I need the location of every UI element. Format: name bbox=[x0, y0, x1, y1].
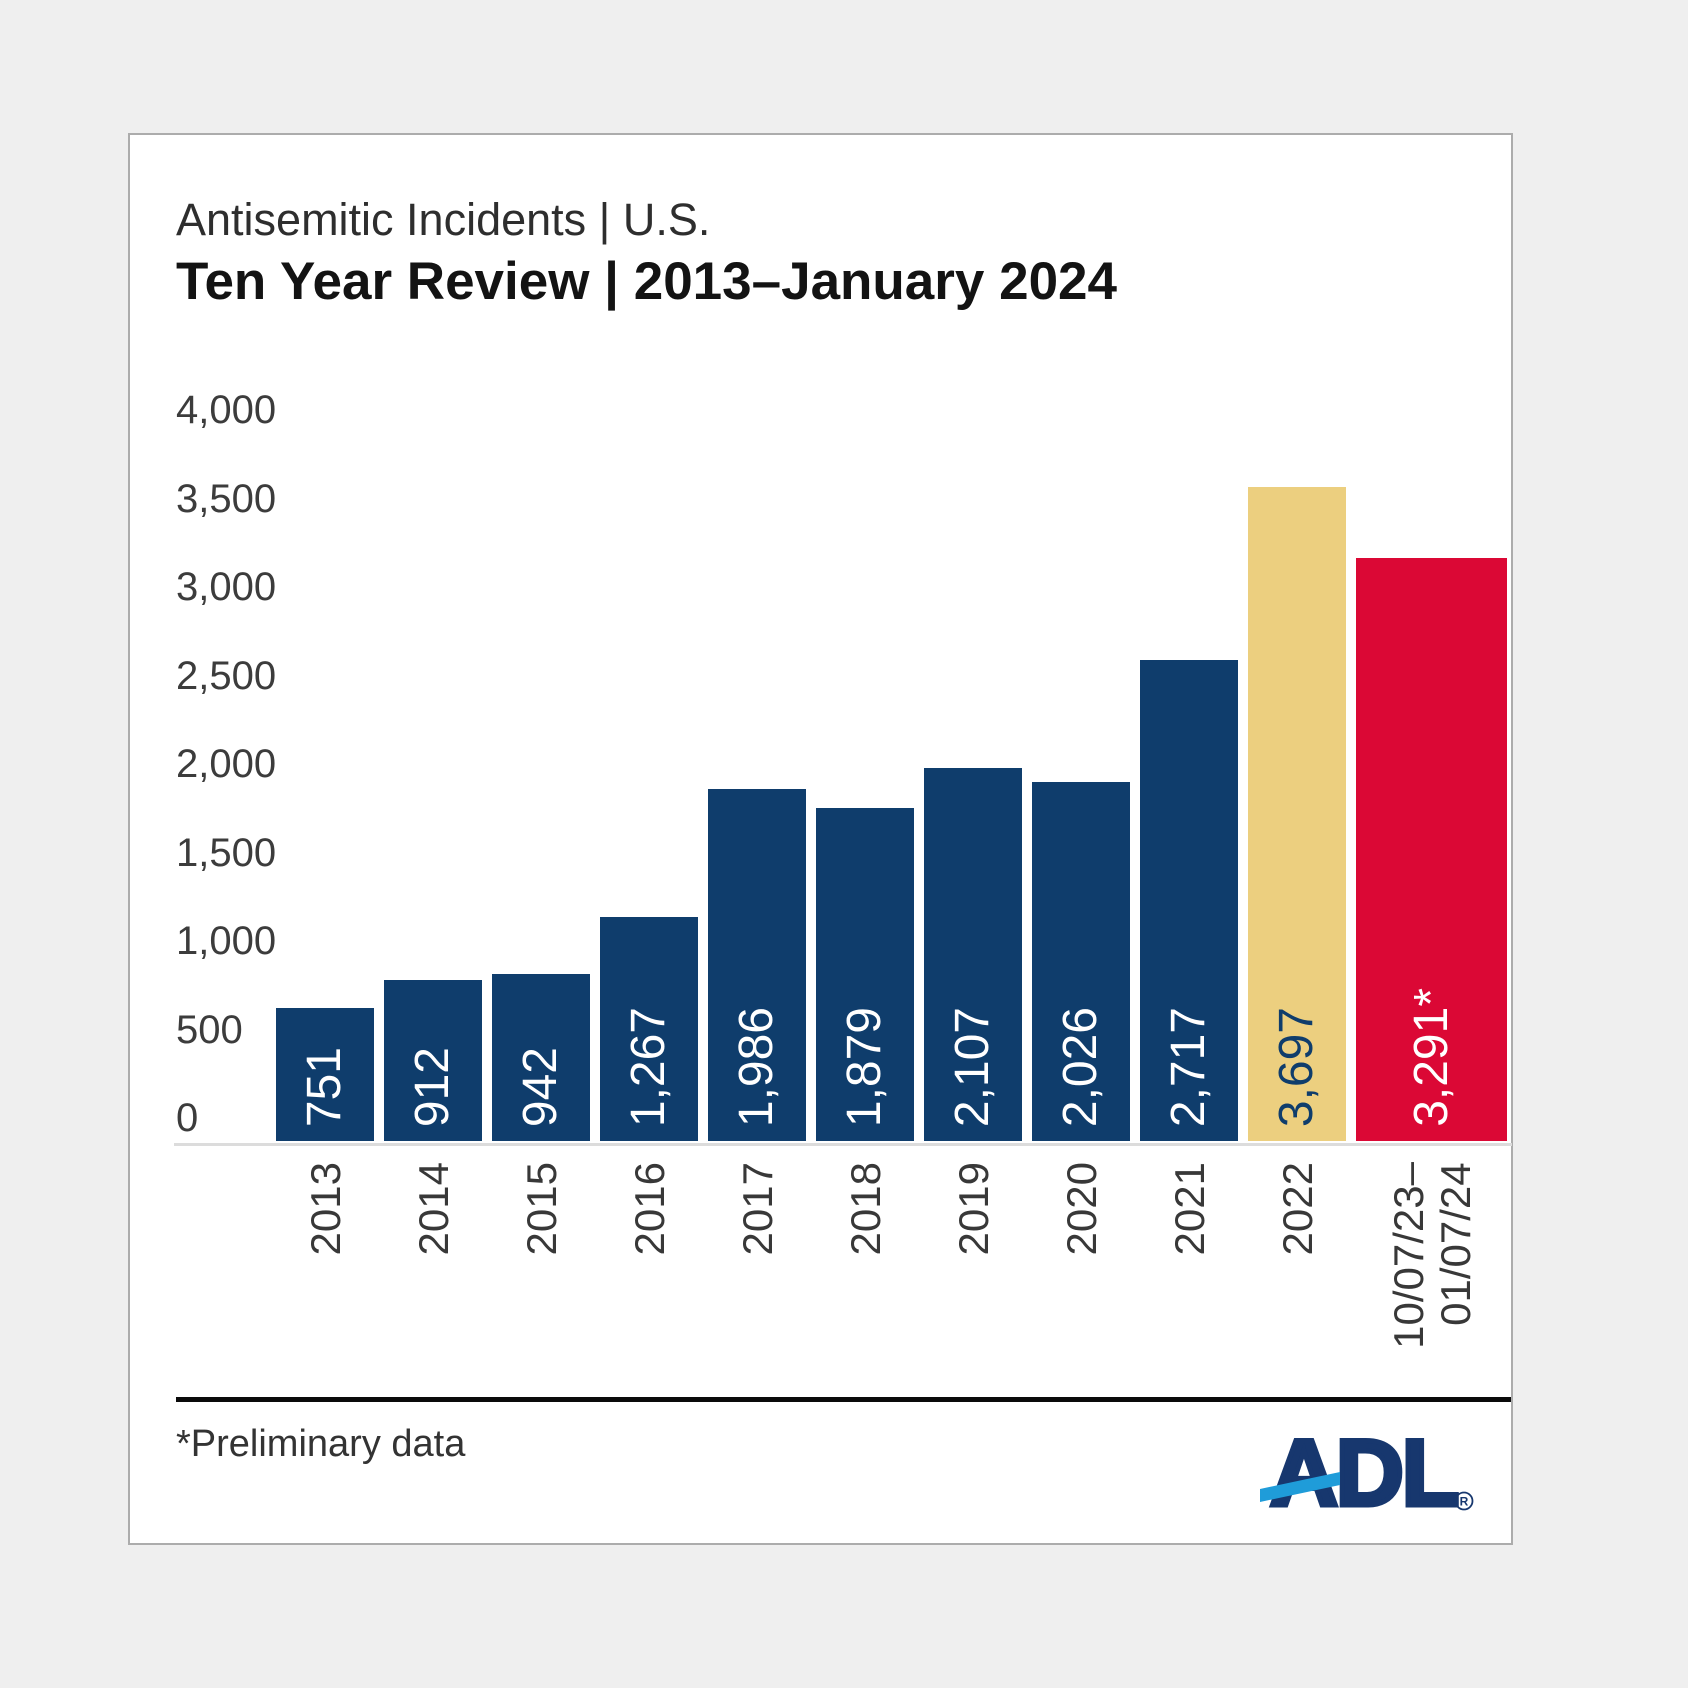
plot-area: 0 500 1,000 1,500 2,000 2,500 3,000 3,500 4,000 7… bbox=[130, 135, 1512, 1543]
bar-2014: 912 bbox=[384, 980, 482, 1141]
adl-logo-slash bbox=[1260, 1472, 1340, 1502]
adl-logo-text: ADL bbox=[1270, 1425, 1457, 1517]
bar-value-label: 1,267 bbox=[622, 1006, 675, 1127]
chart-subtitle: Ten Year Review | 2013–January 2024 bbox=[176, 252, 1118, 311]
bar-2022: 3,697 bbox=[1248, 487, 1346, 1141]
x-axis-tick-label: 2020 bbox=[1057, 1162, 1105, 1256]
footnote: *Preliminary data bbox=[176, 1423, 466, 1465]
bar-2015: 942 bbox=[492, 974, 590, 1141]
y-axis-tick-label: 0 bbox=[176, 1096, 199, 1140]
chart-title: Antisemitic Incidents | U.S. bbox=[176, 194, 711, 245]
bar-value-label: 912 bbox=[406, 1046, 459, 1127]
x-axis-tick-label: 2021 bbox=[1165, 1162, 1213, 1256]
bar-value-label: 2,717 bbox=[1162, 1006, 1215, 1127]
y-axis-tick-label: 1,500 bbox=[176, 830, 277, 875]
infographic-card: Antisemitic Incidents | U.S. Ten Year Re… bbox=[128, 133, 1513, 1545]
y-axis-tick-label: 1,000 bbox=[176, 919, 277, 963]
x-axis-line bbox=[174, 1143, 1512, 1146]
bar-value-label: 3,291* bbox=[1404, 988, 1458, 1127]
x-axis-tick-label: 2013 bbox=[301, 1162, 349, 1256]
bar-value-label: 751 bbox=[298, 1046, 351, 1127]
y-axis-tick-label: 2,500 bbox=[176, 653, 277, 698]
x-axis-tick-label: 2019 bbox=[949, 1162, 997, 1256]
registered-trademark-icon: R bbox=[1454, 1491, 1474, 1511]
x-axis-tick-label: 2015 bbox=[517, 1162, 565, 1256]
bar-2018: 1,879 bbox=[816, 808, 914, 1141]
bar-2019: 2,107 bbox=[924, 768, 1022, 1141]
x-axis-tick-label: 2017 bbox=[733, 1162, 781, 1256]
bar-value-label: 3,697 bbox=[1270, 1006, 1323, 1127]
y-axis-tick-label: 3,500 bbox=[176, 476, 277, 521]
bar-value-label: 1,986 bbox=[730, 1006, 783, 1127]
bar-2020: 2,026 bbox=[1032, 782, 1130, 1141]
x-axis-tick-label: 2022 bbox=[1273, 1162, 1321, 1256]
y-axis-tick-label: 2,000 bbox=[176, 742, 277, 786]
y-axis-tick-label: 500 bbox=[176, 1007, 243, 1052]
y-axis-tick-label: 4,000 bbox=[176, 388, 277, 432]
divider-rule bbox=[176, 1397, 1511, 1402]
bar-2013: 751 bbox=[276, 1008, 374, 1141]
x-axis-tick-label: 2018 bbox=[841, 1162, 889, 1256]
bar-2017: 1,986 bbox=[708, 789, 806, 1141]
x-axis-tick-label: 2016 bbox=[625, 1162, 673, 1256]
svg-text:R: R bbox=[1460, 1495, 1469, 1509]
adl-logo: ADL R bbox=[1260, 1425, 1474, 1517]
bar-value-label: 942 bbox=[514, 1046, 567, 1127]
bar-2021: 2,717 bbox=[1140, 660, 1238, 1141]
bar-value-label: 2,107 bbox=[946, 1006, 999, 1127]
bar-value-label: 2,026 bbox=[1054, 1006, 1107, 1127]
bar-value-label: 1,879 bbox=[838, 1006, 891, 1127]
x-axis-tick-label: 2014 bbox=[409, 1162, 457, 1256]
bar-10/07/23–: 3,291* bbox=[1356, 558, 1507, 1141]
y-axis-tick-label: 3,000 bbox=[176, 565, 277, 609]
bar-2016: 1,267 bbox=[600, 917, 698, 1141]
x-axis-tick-label: 10/07/23– 01/07/24 bbox=[1384, 1162, 1479, 1349]
